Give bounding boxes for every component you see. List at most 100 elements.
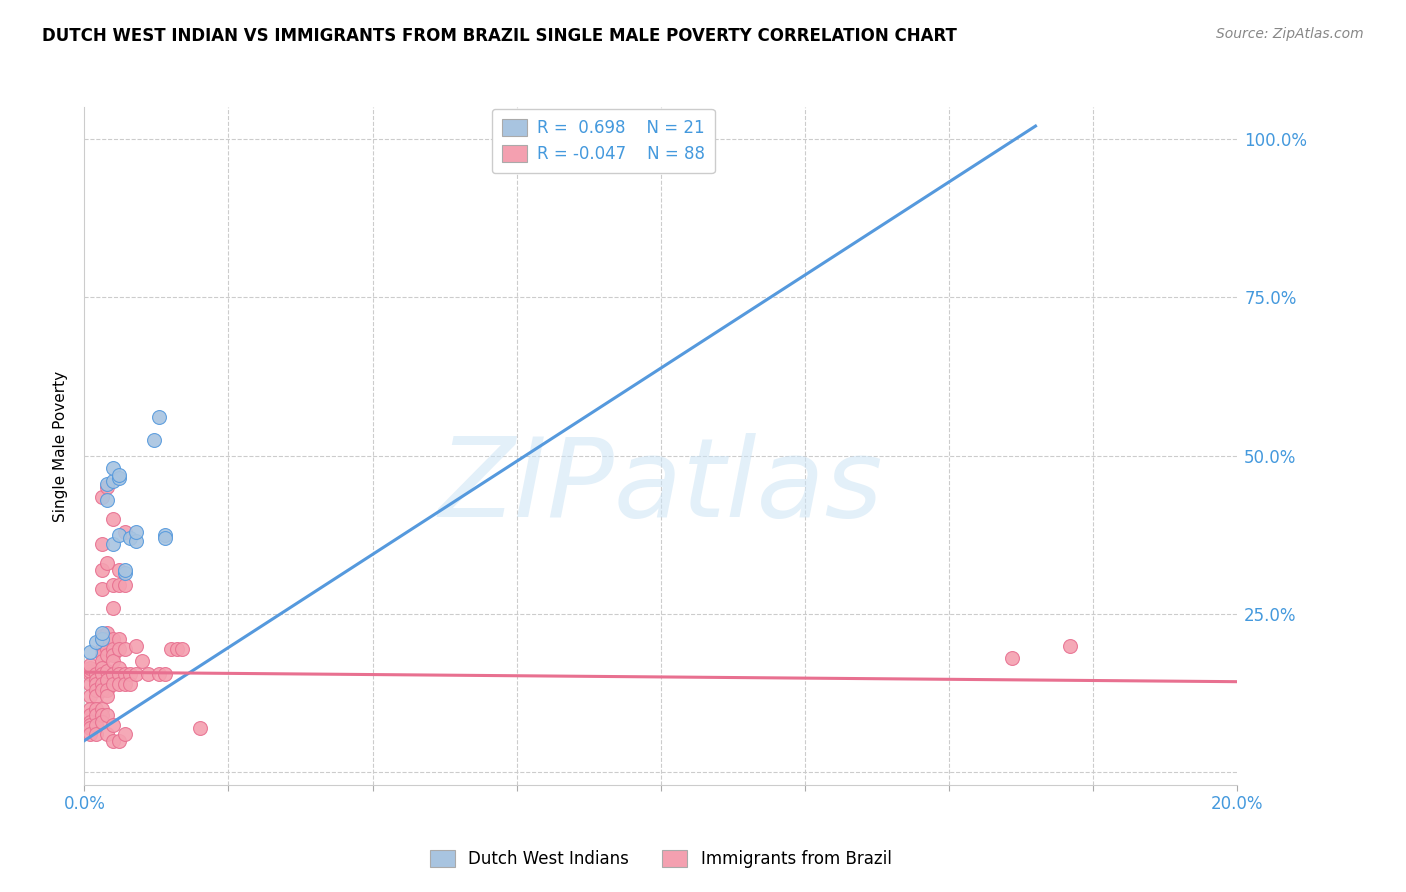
Point [96, 708, 118, 723]
Point [96, 664, 118, 678]
Point [125, 667, 148, 681]
Point [114, 566, 136, 580]
Point [90, 563, 112, 577]
Point [96, 556, 118, 570]
Point [79, 702, 101, 716]
Point [84, 682, 107, 697]
Point [114, 641, 136, 656]
Point [96, 682, 118, 697]
Point [84, 676, 107, 690]
Legend: Dutch West Indians, Immigrants from Brazil: Dutch West Indians, Immigrants from Braz… [423, 843, 898, 875]
Point [108, 467, 131, 482]
Point [188, 721, 211, 735]
Point [96, 648, 118, 662]
Point [131, 654, 153, 668]
Point [125, 639, 148, 653]
Point [79, 721, 101, 735]
Point [96, 727, 118, 741]
Point [79, 645, 101, 659]
Point [103, 512, 125, 526]
Point [108, 676, 131, 690]
Point [108, 667, 131, 681]
Point [79, 727, 101, 741]
Point [108, 632, 131, 647]
Point [90, 676, 112, 690]
Point [103, 461, 125, 475]
Point [79, 718, 101, 732]
Point [84, 702, 107, 716]
Point [96, 477, 118, 491]
Y-axis label: Single Male Poverty: Single Male Poverty [53, 370, 69, 522]
Point [84, 718, 107, 732]
Legend: R =  0.698    N = 21, R = -0.047    N = 88: R = 0.698 N = 21, R = -0.047 N = 88 [492, 109, 714, 173]
Point [153, 531, 176, 545]
Point [148, 667, 170, 681]
Point [1001, 651, 1024, 665]
Point [79, 708, 101, 723]
Point [120, 667, 142, 681]
Point [160, 641, 183, 656]
Point [79, 661, 101, 675]
Point [136, 667, 159, 681]
Point [114, 563, 136, 577]
Point [90, 490, 112, 504]
Point [103, 667, 125, 681]
Point [103, 578, 125, 592]
Point [90, 661, 112, 675]
Point [84, 667, 107, 681]
Point [153, 667, 176, 681]
Point [103, 600, 125, 615]
Point [103, 654, 125, 668]
Point [96, 673, 118, 688]
Point [90, 714, 112, 729]
Point [120, 676, 142, 690]
Point [90, 667, 112, 681]
Point [90, 682, 112, 697]
Point [108, 527, 131, 541]
Point [84, 708, 107, 723]
Point [108, 733, 131, 747]
Point [79, 664, 101, 678]
Text: Source: ZipAtlas.com: Source: ZipAtlas.com [1216, 27, 1364, 41]
Point [103, 676, 125, 690]
Point [90, 708, 112, 723]
Point [108, 471, 131, 485]
Point [153, 527, 176, 541]
Point [96, 641, 118, 656]
Point [114, 727, 136, 741]
Point [120, 531, 142, 545]
Point [90, 629, 112, 643]
Point [125, 524, 148, 539]
Point [90, 702, 112, 716]
Point [172, 641, 194, 656]
Point [114, 667, 136, 681]
Point [90, 632, 112, 647]
Point [103, 648, 125, 662]
Point [90, 537, 112, 551]
Point [103, 718, 125, 732]
Point [90, 582, 112, 596]
Point [108, 661, 131, 675]
Point [103, 474, 125, 488]
Point [103, 641, 125, 656]
Point [103, 632, 125, 647]
Point [125, 534, 148, 549]
Point [114, 676, 136, 690]
Point [96, 480, 118, 494]
Point [142, 433, 165, 447]
Point [108, 563, 131, 577]
Point [79, 667, 101, 681]
Text: ZIPatlas: ZIPatlas [439, 434, 883, 541]
Point [166, 641, 188, 656]
Point [79, 657, 101, 672]
Point [84, 690, 107, 704]
Point [84, 635, 107, 649]
Point [84, 673, 107, 688]
Point [90, 641, 112, 656]
Point [148, 410, 170, 425]
Point [96, 632, 118, 647]
Point [90, 626, 112, 640]
Point [96, 626, 118, 640]
Point [90, 654, 112, 668]
Point [79, 676, 101, 690]
